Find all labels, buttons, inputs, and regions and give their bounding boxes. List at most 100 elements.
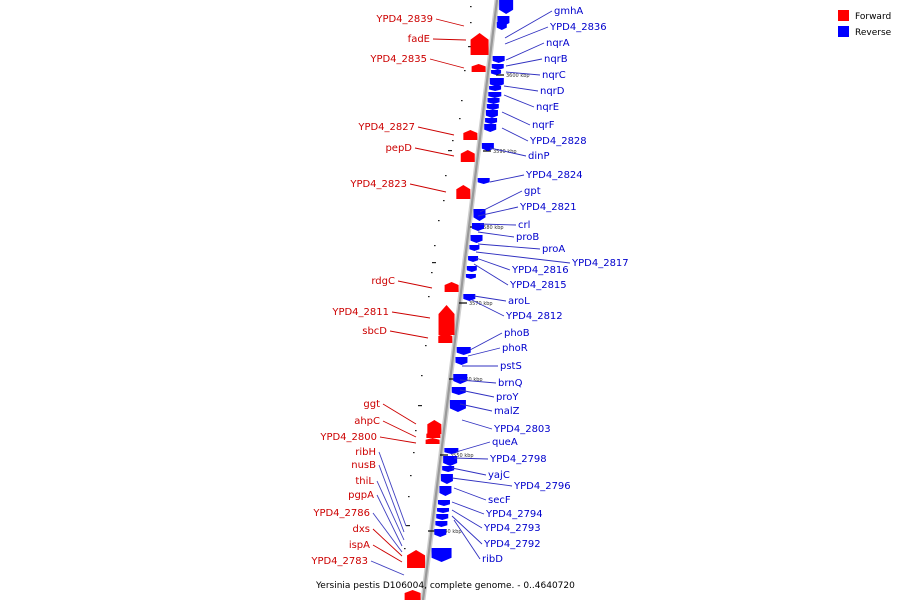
reverse-gene-arrow (496, 22, 507, 30)
callout-line (469, 332, 503, 351)
forward-gene-label: ahpC (354, 416, 380, 427)
forward-gene-label: pepD (385, 143, 412, 154)
genome-caption: Yersinia pestis D106004, complete genome… (315, 581, 575, 591)
forward-gene-arrow (425, 438, 440, 444)
reverse-gene-arrow (485, 110, 498, 118)
reverse-gene-arrow (486, 104, 499, 110)
reverse-gene-label: gmhA (554, 6, 583, 17)
backbone-line (421, 0, 499, 600)
callout-line (397, 280, 433, 289)
callout-line (453, 519, 481, 560)
reverse-gene-label: nqrD (540, 86, 565, 97)
legend-reverse-swatch (838, 26, 849, 37)
scale-tick-label: 3550 kbp (450, 453, 474, 459)
callout-line (376, 480, 405, 541)
callout-line (477, 243, 541, 250)
forward-gene-arrow (471, 64, 486, 72)
callout-line (501, 127, 529, 142)
forward-gene-label: fadE (408, 34, 430, 45)
forward-gene-label: nusB (351, 460, 376, 471)
forward-gene-arrow (438, 305, 455, 335)
reverse-gene-arrow (491, 64, 504, 70)
callout-line (503, 85, 539, 92)
forward-gene-label: YPD4_2835 (369, 54, 427, 65)
reverse-gene-arrow (431, 548, 452, 562)
callout-line (479, 190, 523, 213)
callout-line (489, 174, 525, 183)
reverse-gene-arrow (442, 466, 455, 472)
reverse-gene-arrow (487, 98, 500, 104)
forward-gene-arrow (463, 130, 478, 140)
callout-line (505, 42, 545, 61)
reverse-gene-label: YPD4_2836 (549, 22, 607, 33)
reverse-gene-label: gpt (524, 186, 541, 197)
callout-line (372, 512, 403, 553)
callout-line (459, 379, 497, 384)
reverse-gene-arrow (470, 235, 483, 243)
track-mark (464, 70, 466, 72)
reverse-gene-label: YPD4_2821 (519, 202, 577, 213)
label-layer: YPD4_2839 fadE YPD4_2835 YPD4_2827 pepD YPD4_… (310, 6, 629, 576)
reverse-gene-label: YPD4_2816 (511, 265, 569, 276)
callout-line (435, 18, 465, 27)
callout-line (459, 403, 493, 412)
reverse-gene-label: YPD4_2798 (489, 454, 547, 465)
callout-line (473, 263, 509, 286)
reverse-gene-arrow (491, 70, 502, 75)
track-mark (431, 272, 433, 274)
reverse-gene-arrow (444, 448, 459, 454)
forward-gene-arrow (438, 333, 453, 343)
forward-gene-label: ribH (355, 447, 376, 458)
reverse-gene-arrow (453, 374, 468, 384)
scale-tick-label: 3600 kbp (506, 73, 530, 79)
callout-line (505, 58, 543, 67)
forward-gene-label: dxs (353, 524, 370, 535)
callout-line (501, 111, 531, 126)
track-mark (470, 22, 472, 24)
reverse-gene-label: proB (516, 232, 539, 243)
track-mark (418, 405, 422, 407)
reverse-gene-label: YPD4_2828 (529, 136, 587, 147)
reverse-gene-label: brnQ (498, 378, 523, 389)
reverse-gene-label: YPD4_2803 (493, 424, 551, 435)
reverse-gene-label: secF (488, 495, 511, 506)
reverse-gene-label: aroL (508, 296, 530, 307)
callout-line (461, 419, 493, 430)
callout-line (409, 183, 447, 193)
callout-line (467, 347, 501, 357)
reverse-gene-label: YPD4_2815 (509, 280, 567, 291)
forward-gene-label: pgpA (348, 490, 374, 501)
reverse-gene-label: nqrC (542, 70, 566, 81)
reverse-gene-label: pstS (500, 361, 522, 372)
reverse-gene-label: YPD4_2794 (485, 509, 543, 520)
reverse-gene-arrow (437, 500, 450, 506)
reverse-gene-label: queA (492, 437, 518, 448)
reverse-gene-arrow (466, 266, 477, 272)
legend-forward-swatch (838, 10, 849, 21)
track-mark (438, 220, 440, 222)
reverse-gene-label: YPD4_2812 (505, 311, 563, 322)
track-mark (415, 430, 417, 432)
callout-line (378, 451, 407, 527)
reverse-gene-label: phoR (502, 343, 528, 354)
callout-line (414, 147, 455, 157)
forward-gene-label: YPD4_2827 (357, 122, 415, 133)
callout-line (477, 206, 519, 217)
callout-line (503, 94, 535, 108)
track-mark (459, 118, 461, 120)
track-mark (434, 245, 436, 247)
legend-reverse-label: Reverse (855, 28, 892, 38)
reverse-gene-arrow (473, 209, 486, 221)
reverse-gene-arrow (465, 274, 476, 279)
forward-gene-arrow (427, 420, 442, 434)
callout-line (451, 509, 483, 529)
legend-forward-label: Forward (855, 12, 891, 22)
forward-gene-arrow (426, 432, 441, 438)
callout-line (505, 71, 541, 76)
scale-tick-label: 3540 kbp (438, 529, 462, 535)
callout-line (455, 441, 491, 453)
reverse-gene-arrow (477, 178, 490, 184)
track-mark (408, 496, 410, 498)
track-mark (421, 375, 423, 377)
